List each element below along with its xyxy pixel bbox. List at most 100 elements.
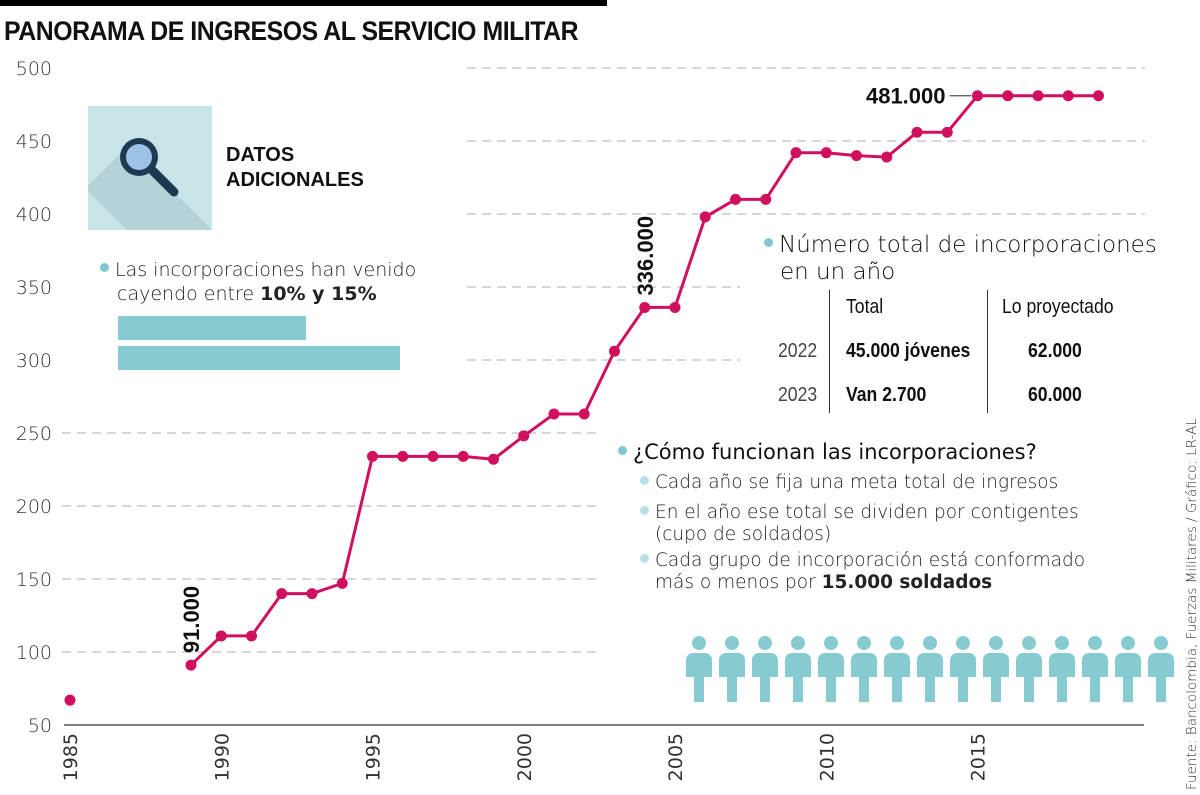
person-head (890, 636, 904, 650)
person-icon (950, 636, 976, 702)
list-item: En el año ese total se dividen por conti… (640, 502, 1085, 546)
data-label: 481.000 (866, 84, 946, 109)
como-funcionan-section: ¿Cómo funcionan las incorporaciones? Cad… (618, 440, 1085, 594)
data-point (548, 408, 560, 420)
person-legs (1090, 677, 1100, 702)
person-icon (719, 636, 745, 702)
person-legs (1123, 677, 1133, 702)
row-year: 2022 (778, 340, 818, 362)
row-total: 45.000 jóvenes (846, 340, 971, 362)
data-point (1002, 90, 1014, 102)
annotations: 91.000 336.000 481.000 (179, 84, 972, 653)
data-point (669, 301, 681, 313)
person-torso (818, 653, 844, 677)
bullet-icon (764, 238, 773, 247)
person-head (725, 636, 739, 650)
person-torso (785, 653, 811, 677)
person-head (1055, 636, 1069, 650)
person-head (791, 636, 805, 650)
bullet-icon (640, 553, 649, 563)
person-legs (727, 677, 737, 702)
x-tick-label: 2000 (514, 733, 536, 781)
person-torso (950, 653, 976, 677)
data-point (790, 147, 802, 159)
data-point (881, 151, 893, 163)
x-tick-label: 1985 (60, 733, 82, 781)
person-icon (884, 636, 910, 702)
x-tick-label: 2005 (665, 733, 687, 781)
person-legs (991, 677, 1001, 702)
row-proyectado: 62.000 (1028, 340, 1082, 362)
data-point (730, 193, 741, 205)
y-tick-label: 150 (16, 569, 52, 591)
como-funcionan-heading: ¿Cómo funcionan las incorporaciones? (633, 440, 1037, 464)
x-tick-label: 2010 (816, 733, 838, 781)
x-tick-label: 2015 (968, 733, 990, 781)
person-legs (1156, 677, 1166, 702)
person-legs (1024, 677, 1034, 702)
person-icon (785, 636, 811, 702)
x-axis-ticks: 1985 1990 1995 2000 2005 2010 2015 (60, 733, 990, 781)
data-point (488, 453, 499, 465)
person-torso (752, 653, 778, 677)
data-point (911, 126, 923, 138)
row-proyectado: 60.000 (1028, 384, 1082, 406)
data-point (639, 301, 651, 313)
person-torso (1115, 653, 1141, 677)
bullet-icon (618, 445, 627, 455)
data-point (1062, 90, 1074, 102)
datos-adicionales-title: DATOS ADICIONALES (226, 144, 364, 191)
person-torso (719, 653, 745, 677)
y-tick-label: 100 (16, 642, 52, 664)
data-point (820, 147, 832, 159)
list-item: Cada grupo de incorporación está conform… (640, 550, 1085, 594)
data-point (246, 630, 257, 642)
decline-bar-10 (118, 316, 306, 340)
person-torso (686, 653, 712, 677)
y-tick-label: 300 (16, 350, 52, 372)
y-axis-ticks: 50 100 150 200 250 300 350 400 450 500 (16, 58, 52, 737)
data-point (760, 193, 772, 205)
person-torso (1148, 653, 1174, 677)
gridlines (62, 67, 1145, 653)
y-tick-label: 250 (16, 423, 52, 445)
table-divider (829, 290, 830, 413)
top-rule (0, 0, 607, 6)
bullet-icon (640, 505, 649, 515)
chart-title: PANORAMA DE INGRESOS AL SERVICIO MILITAR (4, 16, 579, 46)
person-head (1154, 636, 1168, 650)
person-torso (1016, 653, 1042, 677)
person-head (857, 636, 871, 650)
person-icon (1016, 636, 1042, 702)
person-legs (925, 677, 935, 702)
person-head (824, 636, 838, 650)
data-point (972, 90, 983, 102)
person-torso (1082, 653, 1108, 677)
data-point (427, 450, 439, 462)
person-icon (752, 636, 778, 702)
data-point (306, 588, 318, 600)
column-header-total: Total (846, 296, 884, 318)
data-point (185, 659, 197, 671)
magnifier-icon (120, 138, 179, 197)
y-tick-label: 50 (28, 715, 52, 737)
data-point (518, 430, 530, 442)
y-tick-label: 450 (16, 131, 52, 153)
table-divider (987, 290, 988, 413)
bullet-icon (100, 263, 109, 272)
person-head (956, 636, 970, 650)
person-head (1088, 636, 1102, 650)
data-point (336, 577, 348, 589)
data-label: 336.000 (633, 216, 658, 296)
column-header-proyectado: Lo proyectado (1002, 296, 1114, 318)
bullet-icon (640, 475, 649, 485)
person-icon (917, 636, 943, 702)
person-icon (1049, 636, 1075, 702)
data-point (64, 694, 76, 706)
person-torso (1049, 653, 1075, 677)
person-head (1022, 636, 1036, 650)
person-torso (851, 653, 877, 677)
person-icon (851, 636, 877, 702)
data-point (457, 450, 469, 462)
x-tick-label: 1990 (211, 733, 233, 781)
